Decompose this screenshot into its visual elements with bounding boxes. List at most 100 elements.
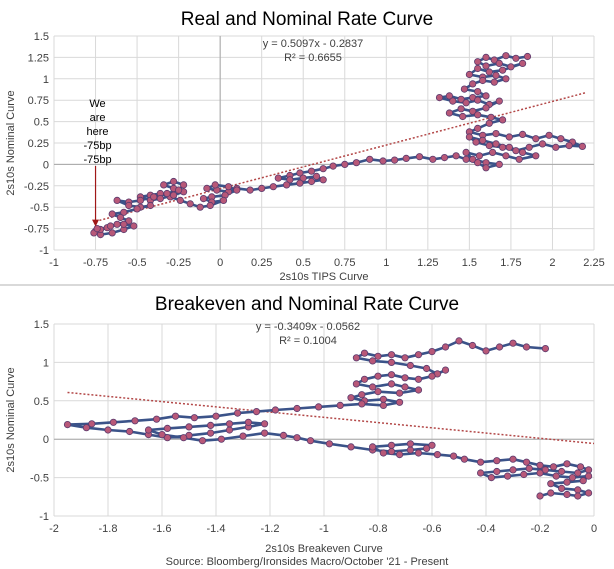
data-point [116,213,125,222]
data-point [574,469,582,477]
data-point [341,160,349,168]
y-tick-label: 0 [43,159,49,171]
y-tick-label: 1.5 [34,31,49,43]
data-point [234,409,242,417]
data-point [387,441,396,449]
data-point [457,105,465,113]
data-point [482,62,490,70]
data-point [306,437,315,445]
data-point [422,364,431,373]
data-point [190,414,198,422]
data-point [482,104,490,112]
data-point [492,130,500,138]
data-point [387,358,396,367]
y-tick-label: 1.5 [34,319,49,331]
data-point [474,111,482,119]
data-point [406,361,414,370]
data-point [246,186,254,194]
x-tick-label: 0.5 [296,257,311,269]
data-point [279,431,288,439]
data-point [493,457,501,465]
data-point [476,469,485,477]
data-point [495,343,504,351]
data-point [401,383,409,391]
data-point [160,181,168,189]
data-point [479,136,487,144]
x-tick-label: -0.75 [83,257,108,269]
data-point [492,140,500,148]
data-point [485,142,493,150]
data-point [120,220,128,228]
y-tick-label: -1 [39,511,49,523]
data-point [395,389,404,397]
data-point [225,420,234,428]
data-point [146,201,154,210]
annotation-line: -75bp [83,154,111,166]
annotation-line: are [90,112,106,124]
annotation-line: We [89,98,105,110]
data-point [120,208,128,216]
data-point [536,469,544,477]
data-point [203,184,211,192]
data-point [282,181,291,189]
data-point [196,203,204,211]
data-point [219,196,228,204]
data-point [485,68,493,76]
x-axis-label: 2s10s Breakeven Curve [265,543,382,555]
data-point [401,374,409,382]
data-point [217,435,225,443]
data-point [515,155,523,163]
data-point [479,76,487,85]
x-tick-label: 0 [591,523,597,535]
data-point [490,56,498,64]
data-point [395,451,404,459]
data-point [387,371,396,379]
data-point [198,437,207,445]
data-point [212,412,220,420]
data-point [498,143,507,151]
data-point [518,59,527,68]
data-point [186,200,194,208]
data-point [495,59,503,68]
we-are-here-annotation: We are here -75bp -75bp [83,98,112,227]
data-point [131,417,139,425]
y-tick-label: 0.5 [34,396,49,408]
data-point [462,148,470,156]
data-point [379,157,387,165]
data-point [498,66,507,74]
data-point [565,142,573,150]
x-tick-label: -1.4 [207,523,226,535]
data-point [584,489,593,497]
data-point [563,478,571,486]
data-point [358,391,366,399]
grid [53,323,595,517]
data-point [368,357,377,365]
data-point [293,404,301,413]
data-point [312,172,321,180]
data-point [482,164,490,172]
data-point [379,401,387,410]
data-point [509,466,517,474]
data-point [299,174,307,182]
data-point [395,398,404,406]
data-point [469,80,477,88]
data-point [509,455,517,463]
data-point [474,159,482,167]
data-point [171,412,180,420]
data-point [150,193,158,201]
data-point [428,441,436,449]
data-point [435,94,444,102]
data-point [568,474,577,482]
data-point [153,415,161,423]
x-tick-label: -0.6 [423,523,442,535]
data-point [136,196,144,204]
chart-title: Real and Nominal Rate Curve [181,9,433,30]
data-point [460,455,468,463]
data-point [108,210,116,218]
data-point [207,421,215,429]
data-point [163,424,171,432]
data-point [274,174,282,182]
data-point [563,490,571,499]
y-tick-label: -0.25 [24,181,49,193]
data-point [541,344,550,353]
